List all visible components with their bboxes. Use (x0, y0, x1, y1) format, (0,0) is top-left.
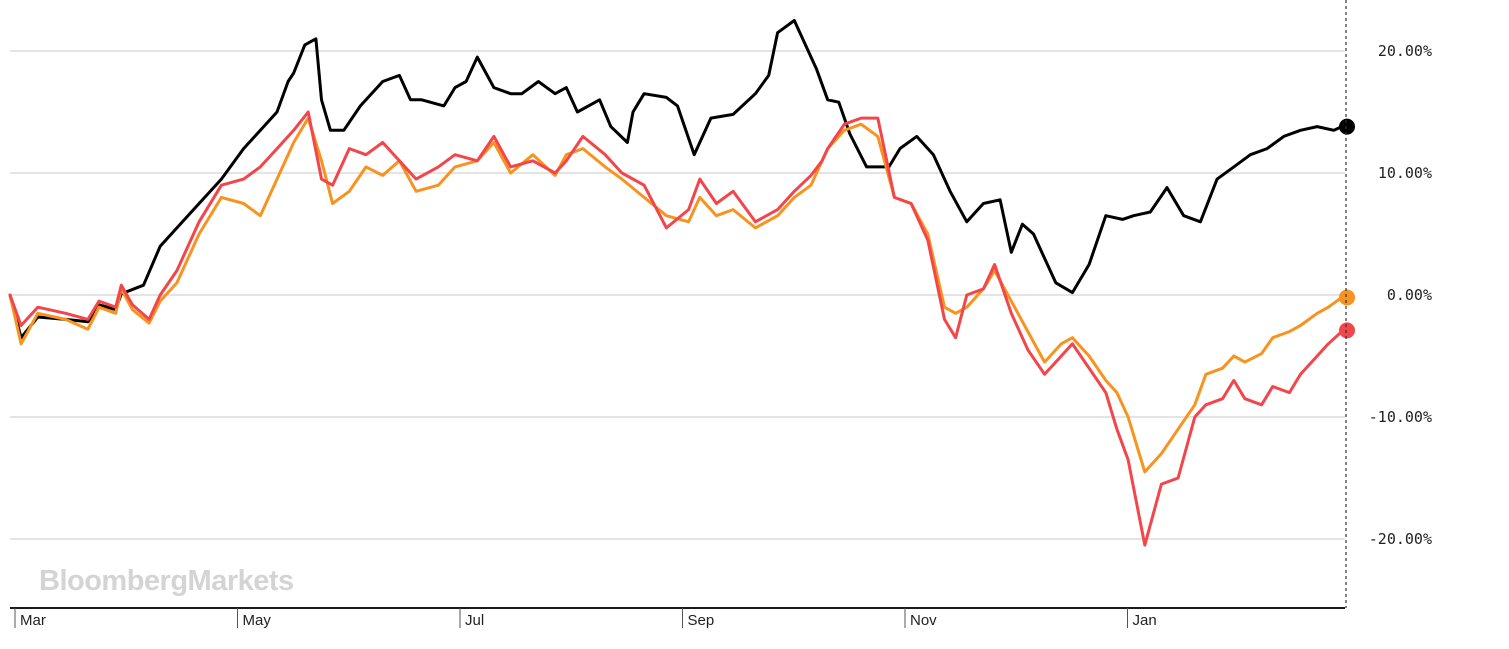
x-tick-label: Jul (465, 612, 484, 629)
series-line-1 (8, 116, 1344, 474)
x-tick-label: Jan (1133, 612, 1157, 629)
series-endpoint-2 (1339, 322, 1355, 339)
series-line-2 (8, 110, 1344, 547)
series-endpoints (1339, 118, 1355, 339)
series-lines (8, 19, 1344, 547)
x-tick-label: Mar (20, 612, 46, 629)
x-tick-label: Sep (688, 612, 715, 629)
bloomberg-markets-watermark: BloombergMarkets (39, 565, 294, 597)
y-tick-label: -20.00% (1369, 530, 1432, 548)
gridlines (10, 50, 1345, 540)
y-tick-label: 10.00% (1378, 164, 1432, 182)
x-tick-label: May (243, 612, 272, 629)
series-endpoint-1 (1339, 289, 1355, 306)
y-tick-label: 20.00% (1378, 42, 1432, 60)
y-axis: 20.00% 10.00% 0.00% -10.00% -20.00% (1369, 42, 1432, 548)
y-tick-label: 0.00% (1387, 286, 1432, 304)
series-endpoint-0 (1339, 118, 1355, 135)
series-line-0 (8, 19, 1344, 340)
x-tick-label: Nov (910, 612, 937, 629)
x-axis: Mar May Jul Sep Nov Jan (14, 608, 1157, 629)
y-tick-label: -10.00% (1369, 408, 1432, 426)
